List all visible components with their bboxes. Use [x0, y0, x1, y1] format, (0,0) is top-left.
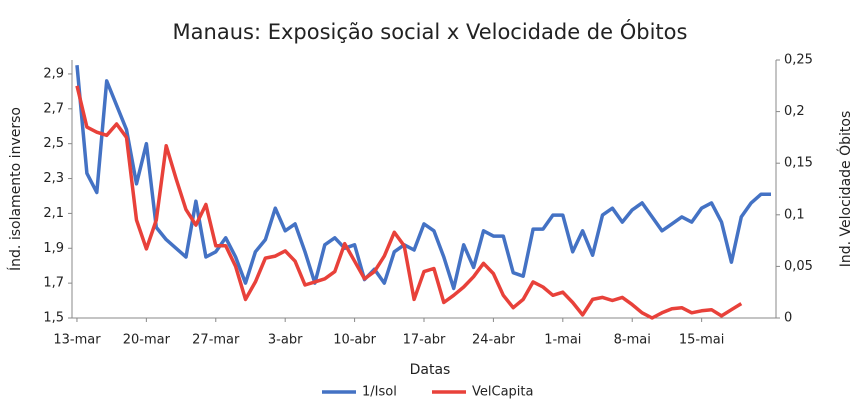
x-tick-label: 15-mai	[679, 333, 724, 348]
y-tick-label: 2,3	[43, 171, 64, 186]
y2-tick-label: 0,25	[784, 53, 813, 68]
y-tick-label: 2,5	[43, 136, 64, 151]
y-tick-label: 2,1	[43, 206, 64, 221]
x-tick-label: 1-mai	[544, 333, 581, 348]
y2-axis-label: Ind. Velocidade Óbitos	[836, 111, 854, 268]
y2-tick-label: 0,2	[784, 104, 805, 119]
y-tick-label: 2,9	[43, 66, 64, 81]
legend-label: VelCapita	[472, 385, 533, 400]
x-tick-label: 17-abr	[403, 333, 446, 348]
legend-label: 1/Isol	[362, 385, 397, 400]
x-tick-label: 13-mar	[53, 333, 101, 348]
series-line	[75, 65, 771, 291]
x-axis-label: Datas	[410, 362, 451, 378]
y2-tick-label: 0,15	[784, 156, 813, 171]
x-tick-label: 3-abr	[268, 333, 303, 348]
y-tick-label: 1,5	[43, 311, 64, 326]
x-tick-label: 8-mai	[614, 333, 651, 348]
x-tick-label: 24-abr	[472, 333, 515, 348]
y-tick-label: 2,7	[43, 101, 64, 116]
x-tick-label: 10-abr	[333, 333, 376, 348]
y2-tick-label: 0,1	[784, 207, 805, 222]
y2-tick-label: 0,05	[784, 259, 813, 274]
y-tick-label: 1,7	[43, 276, 64, 291]
x-tick-label: 20-mar	[123, 333, 171, 348]
series-line	[75, 85, 743, 320]
y-tick-label: 1,9	[43, 241, 64, 256]
y2-tick-label: 0	[784, 311, 792, 326]
y-axis-label: Índ. isolamento inverso	[7, 107, 24, 271]
chart-title: Manaus: Exposição social x Velocidade de…	[173, 19, 688, 44]
x-tick-label: 27-mar	[192, 333, 240, 348]
